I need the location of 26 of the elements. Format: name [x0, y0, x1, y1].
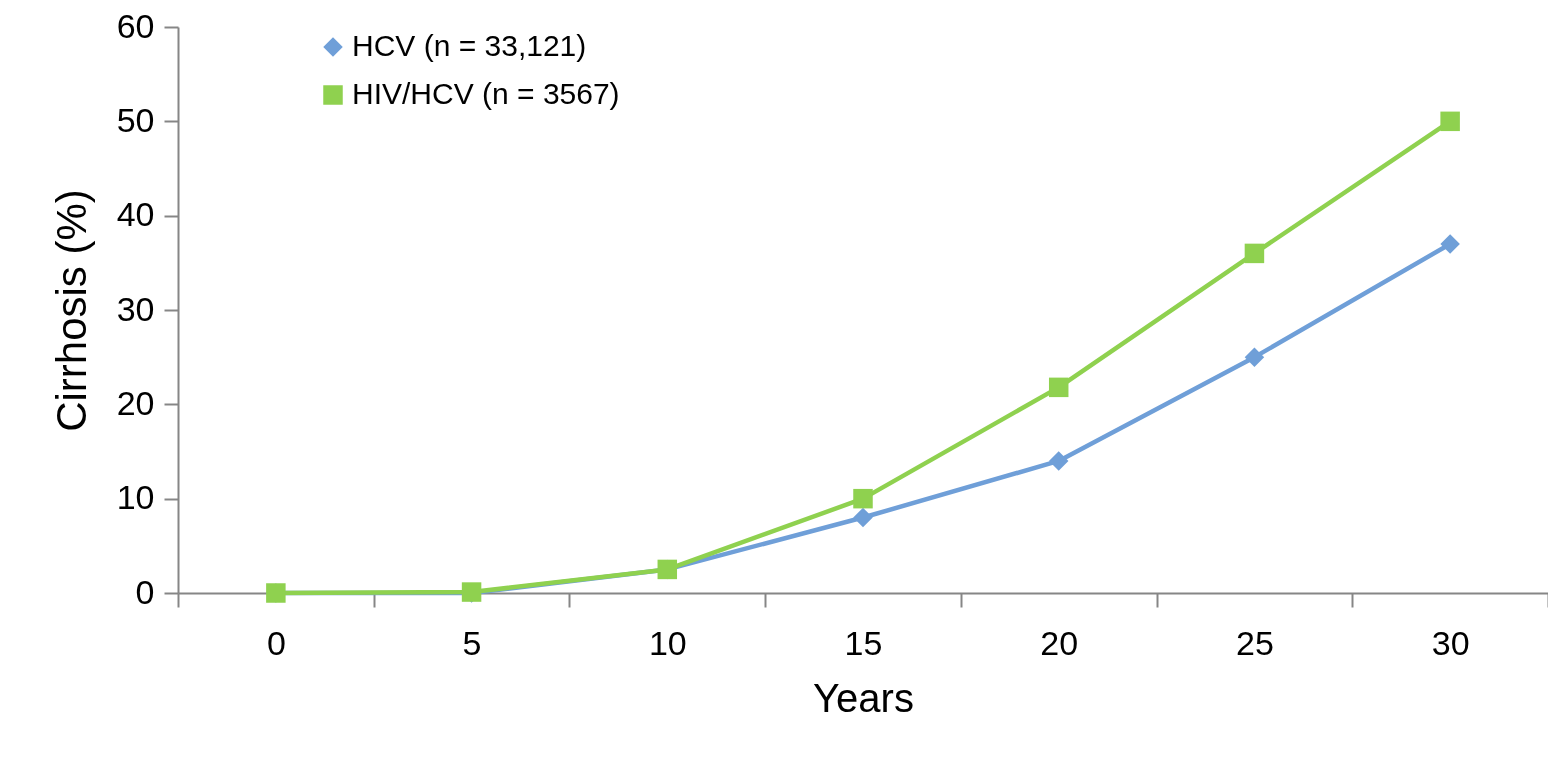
x-tick-label: 30	[1431, 623, 1470, 662]
point	[1048, 451, 1069, 471]
x-tick-label: 20	[1040, 623, 1079, 662]
y-tick-label: 20	[116, 383, 155, 422]
x-tick-label: 0	[266, 623, 286, 662]
x-axis-title: Years	[813, 675, 914, 720]
point	[853, 507, 873, 528]
y-tick-label: 50	[116, 100, 155, 139]
point	[853, 488, 873, 509]
point	[1440, 234, 1460, 254]
y-tick-label: 60	[116, 6, 155, 45]
y-tick-label: 10	[116, 478, 155, 517]
x-tick-label: 10	[648, 623, 687, 662]
point	[1244, 243, 1265, 264]
x-tick-label: 25	[1236, 623, 1274, 662]
x-tick-label: 5	[462, 623, 482, 662]
point	[1244, 347, 1265, 367]
y-tick-label: 40	[116, 195, 155, 234]
y-tick-label: 30	[116, 289, 155, 328]
y-axis-title: Cirrhosis (%)	[47, 189, 95, 432]
legend-label: HIV/HCV (n = 3567)	[352, 77, 620, 110]
legend-label: HCV (n = 33,121)	[352, 29, 587, 62]
x-tick-label: 15	[844, 623, 883, 662]
point	[1048, 377, 1069, 398]
point	[1440, 111, 1460, 132]
y-tick-label: 0	[135, 572, 155, 611]
